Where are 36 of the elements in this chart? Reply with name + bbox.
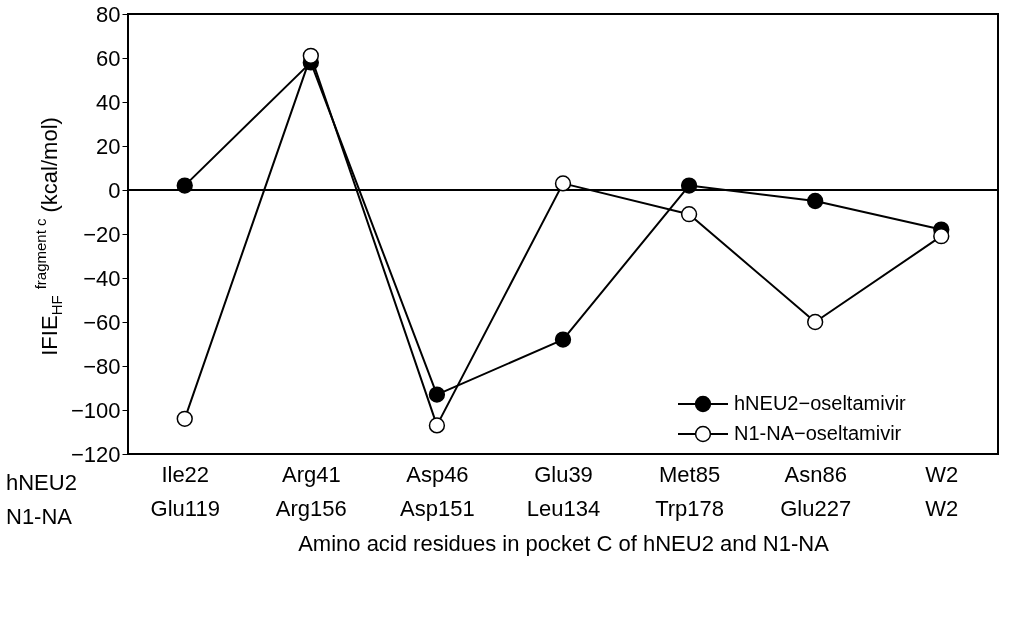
legend-label: hNEU2−oseltamivir [734,392,907,414]
point [428,386,446,403]
point [807,313,824,331]
point [933,228,950,245]
point [807,192,824,210]
y-tick-label: 80 [96,1,121,27]
point [680,206,698,223]
x-tick-label: Glu39 Leu134 [526,461,601,521]
point [176,177,193,194]
y-tick-label: −80 [83,353,121,379]
point [680,177,698,194]
y-tick-label: −100 [70,397,121,423]
x-tick-label: Asp46 Asp151 [400,461,475,521]
text: hNEU2 [6,470,77,495]
x-tick-label: Ile22 Glu119 [150,461,220,521]
y-tick-label: −40 [83,265,121,291]
x-tick-label: W2 W2 [925,461,959,521]
y-axis-title: IFIEHFfragment c (kcal/mol) [32,117,65,356]
y-tick-label: −60 [83,309,121,335]
y-tick-label: 40 [96,89,121,115]
point [302,47,319,64]
point [554,175,572,192]
point [428,417,446,434]
text: N1-NA [6,504,73,529]
y-tick-label: 20 [96,133,121,159]
x-tick-label: Met85 Trp178 [655,461,725,521]
x-tick-label: Asn86 Glu227 [780,461,852,521]
x-tick-label: Arg41 Arg156 [275,461,347,521]
x-axis-title: Amino acid residues in pocket C of hNEU2 and N1-NA [298,530,830,556]
legend-label: N1-NA−oseltamivir [734,422,902,444]
y-tick-label: 60 [96,45,121,71]
point [554,331,572,348]
point [176,410,193,427]
y-tick-label: 0 [108,177,121,203]
y-tick-label: −120 [70,441,121,467]
y-tick-label: −20 [83,221,121,247]
